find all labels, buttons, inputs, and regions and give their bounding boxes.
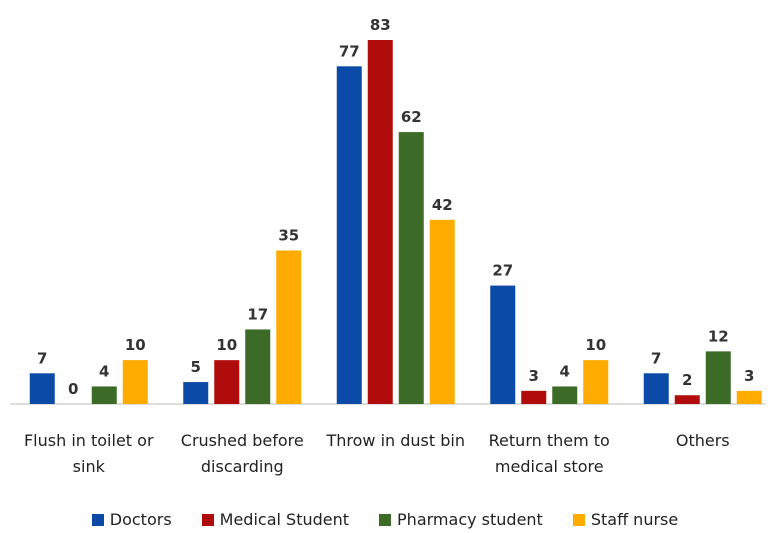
- data-label: 3: [744, 367, 754, 385]
- data-label: 5: [191, 358, 201, 376]
- legend-item: Staff nurse: [572, 510, 679, 529]
- legend-item: Doctors: [91, 510, 172, 529]
- x-tick-label: Throw in dust bin: [326, 431, 465, 450]
- data-label: 7: [651, 349, 661, 367]
- bar: [245, 329, 271, 404]
- bar: [705, 351, 731, 404]
- bar: [552, 386, 578, 404]
- bar: [91, 386, 117, 404]
- legend-swatch: [201, 513, 214, 526]
- data-label: 4: [560, 362, 570, 380]
- bar: [214, 360, 240, 404]
- bar: [122, 360, 148, 404]
- legend-swatch: [91, 513, 104, 526]
- bar: [276, 250, 302, 404]
- data-label: 3: [529, 367, 539, 385]
- bar: [643, 373, 669, 404]
- data-label: 12: [708, 327, 729, 345]
- x-tick-label: Others: [675, 431, 730, 450]
- legend-item: Medical Student: [201, 510, 350, 529]
- legend: Doctors Medical Student Pharmacy student St…: [0, 510, 770, 529]
- bar: [521, 390, 547, 404]
- legend-swatch: [379, 513, 392, 526]
- x-tick-label: Return them to medical store: [488, 431, 610, 476]
- legend-item: Pharmacy student: [379, 510, 543, 529]
- legend-swatch: [572, 513, 585, 526]
- data-label: 77: [339, 42, 360, 60]
- bar: [29, 373, 55, 404]
- bar: [583, 360, 609, 404]
- bar: [674, 395, 700, 404]
- bar: [736, 390, 762, 404]
- legend-label: Doctors: [109, 510, 172, 529]
- x-tick-label: Flush in toilet or sink: [23, 431, 154, 476]
- data-label: 10: [585, 336, 606, 354]
- legend-label: Staff nurse: [590, 510, 679, 529]
- data-label: 10: [125, 336, 146, 354]
- bar: [183, 382, 209, 404]
- data-label: 0: [68, 380, 78, 398]
- data-label: 35: [278, 227, 299, 245]
- data-label: 10: [216, 336, 237, 354]
- bar: [429, 219, 455, 404]
- data-label: 4: [99, 362, 109, 380]
- legend-label: Pharmacy student: [397, 510, 543, 529]
- bar: [336, 66, 362, 404]
- data-label: 83: [370, 16, 391, 34]
- data-label: 7: [37, 349, 47, 367]
- data-label: 27: [492, 262, 513, 280]
- data-label: 17: [247, 305, 268, 323]
- bar: [367, 40, 393, 404]
- data-label: 42: [432, 196, 453, 214]
- legend-label: Medical Student: [219, 510, 350, 529]
- bar: [398, 132, 424, 405]
- bar: [490, 285, 516, 404]
- x-tick-label: Crushed before discarding: [180, 431, 304, 476]
- data-label: 62: [401, 108, 422, 126]
- data-label: 2: [682, 371, 692, 389]
